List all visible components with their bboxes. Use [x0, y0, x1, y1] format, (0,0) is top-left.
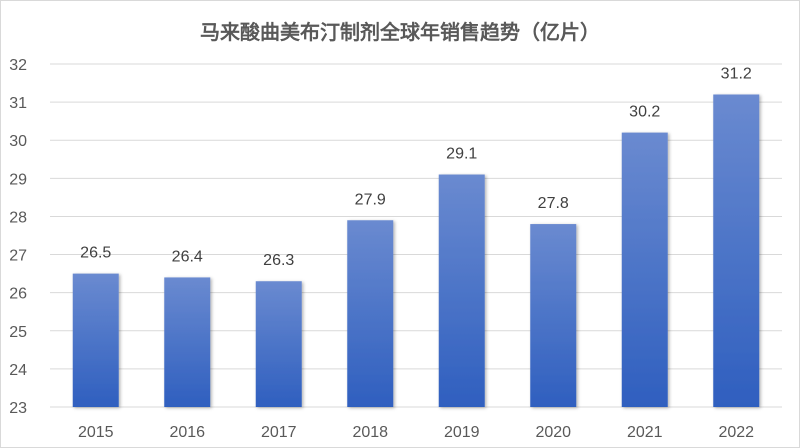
data-label: 26.3: [263, 252, 294, 269]
x-tick-label: 2021: [627, 424, 663, 441]
data-label: 27.8: [538, 195, 569, 212]
bar: [530, 224, 577, 407]
y-tick-label: 23: [9, 400, 27, 417]
data-label: 26.5: [80, 245, 111, 262]
y-tick-label: 26: [9, 286, 27, 303]
data-label: 30.2: [629, 104, 660, 121]
data-label: 27.9: [355, 191, 386, 208]
bar: [713, 94, 760, 407]
bar: [347, 220, 394, 407]
y-tick-label: 30: [9, 133, 27, 150]
bar: [621, 132, 668, 407]
x-tick-label: 2018: [352, 424, 388, 441]
data-label: 31.2: [721, 65, 752, 82]
x-tick-label: 2016: [169, 424, 205, 441]
y-tick-label: 25: [9, 324, 27, 341]
x-tick-label: 2017: [261, 424, 297, 441]
chart-title: 马来酸曲美布汀制剂全球年销售趋势（亿片）: [200, 20, 600, 44]
bar: [255, 281, 302, 407]
bar: [438, 174, 485, 407]
data-label: 29.1: [446, 146, 477, 163]
bar: [72, 273, 119, 407]
y-tick-label: 29: [9, 171, 27, 188]
data-label: 26.4: [172, 248, 203, 265]
y-tick-label: 28: [9, 209, 27, 226]
y-tick-label: 27: [9, 248, 27, 265]
x-tick-label: 2015: [78, 424, 114, 441]
y-tick-label: 24: [9, 362, 27, 379]
x-tick-label: 2019: [444, 424, 480, 441]
y-tick-label: 31: [9, 95, 27, 112]
y-tick-label: 32: [9, 57, 27, 74]
bar: [164, 277, 211, 407]
x-tick-label: 2022: [718, 424, 754, 441]
x-tick-label: 2020: [535, 424, 571, 441]
